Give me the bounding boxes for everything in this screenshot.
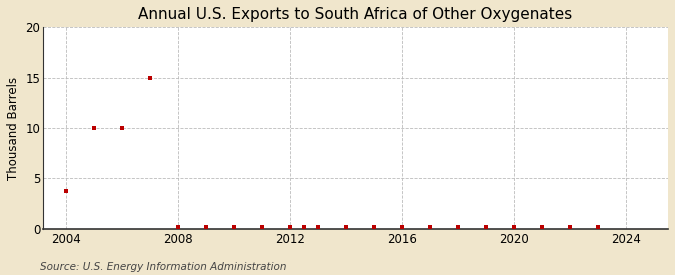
Point: [508, 225, 519, 230]
Point: [88, 126, 99, 130]
Point: [537, 225, 547, 230]
Point: [228, 225, 239, 230]
Point: [116, 126, 127, 130]
Point: [144, 75, 155, 80]
Point: [298, 225, 309, 230]
Point: [481, 225, 491, 230]
Y-axis label: Thousand Barrels: Thousand Barrels: [7, 76, 20, 180]
Point: [284, 225, 295, 230]
Point: [593, 225, 603, 230]
Point: [452, 225, 463, 230]
Point: [60, 188, 71, 193]
Point: [340, 225, 351, 230]
Point: [369, 225, 379, 230]
Point: [396, 225, 407, 230]
Point: [172, 225, 183, 230]
Point: [313, 225, 323, 230]
Point: [425, 225, 435, 230]
Point: [564, 225, 575, 230]
Title: Annual U.S. Exports to South Africa of Other Oxygenates: Annual U.S. Exports to South Africa of O…: [138, 7, 572, 22]
Point: [256, 225, 267, 230]
Text: Source: U.S. Energy Information Administration: Source: U.S. Energy Information Administ…: [40, 262, 287, 272]
Point: [200, 225, 211, 230]
